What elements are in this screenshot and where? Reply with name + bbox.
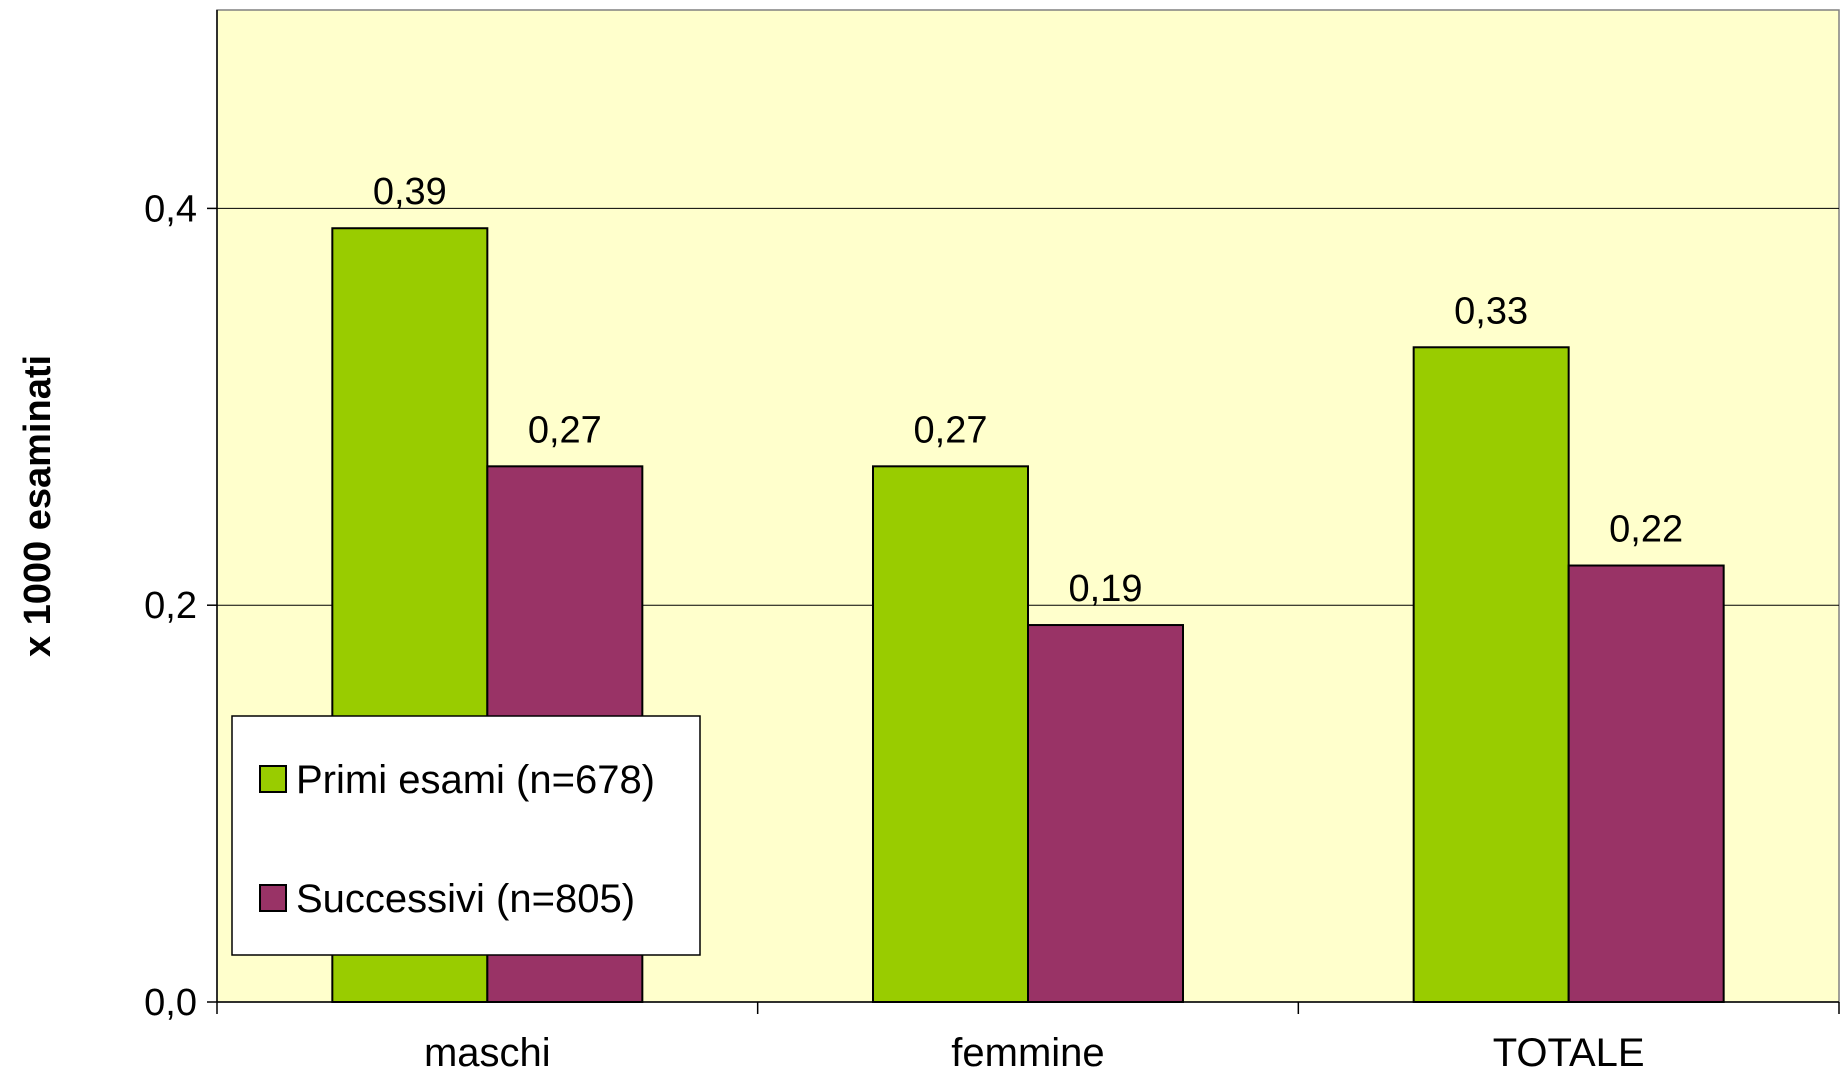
bar <box>1412 346 1570 1003</box>
x-category-label: femmine <box>951 1031 1104 1075</box>
axes: 0,0 0,2 0,4 maschi femmine TOTALE <box>144 10 1840 1075</box>
legend-box <box>231 715 701 956</box>
bar-value-label: 0,33 <box>1454 290 1528 332</box>
bar <box>872 465 1029 1003</box>
legend-swatch-successivi <box>259 884 287 912</box>
legend-swatch-primi-esami <box>259 765 287 793</box>
y-tick-label: 0,0 <box>144 982 197 1024</box>
bar-value-label: 0,22 <box>1609 509 1683 551</box>
bar <box>1567 564 1725 1004</box>
bar <box>1027 624 1184 1003</box>
bar-value-label: 0,27 <box>528 409 602 451</box>
legend: Primi esami (n=678) Successivi (n=805) <box>231 715 701 956</box>
bar-value-label: 0,19 <box>1069 568 1143 610</box>
x-category-label: TOTALE <box>1493 1031 1645 1075</box>
bar-value-label: 0,39 <box>373 171 447 213</box>
y-axis-label: x 1000 esaminati <box>17 355 59 657</box>
bar-value-label: 0,27 <box>914 409 988 451</box>
legend-label-primi-esami: Primi esami (n=678) <box>296 758 655 802</box>
data-labels: 0,39 0,27 0,27 0,19 0,33 0,22 <box>373 171 1683 610</box>
legend-label-successivi: Successivi (n=805) <box>296 877 635 921</box>
y-tick-label: 0,4 <box>144 188 197 230</box>
x-category-label: maschi <box>424 1031 551 1075</box>
y-tick-label: 0,2 <box>144 585 197 627</box>
